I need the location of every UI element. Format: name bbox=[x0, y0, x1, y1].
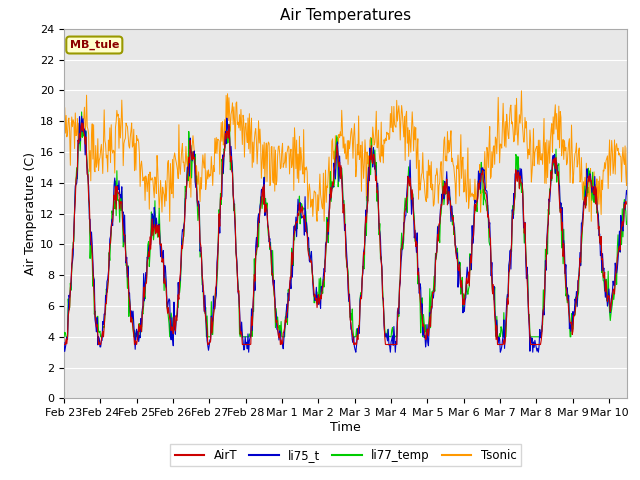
li77_temp bbox=[623, 219, 631, 225]
Tsonic bbox=[488, 149, 496, 155]
li75_t bbox=[95, 336, 103, 341]
AirT bbox=[60, 342, 68, 348]
Text: MB_tule: MB_tule bbox=[70, 40, 119, 50]
Legend: AirT, li75_t, li77_temp, Tsonic: AirT, li75_t, li77_temp, Tsonic bbox=[170, 444, 521, 467]
li77_temp bbox=[403, 204, 410, 210]
li77_temp bbox=[388, 327, 396, 333]
Tsonic bbox=[95, 168, 102, 174]
li75_t bbox=[547, 189, 554, 195]
li75_t bbox=[623, 191, 631, 197]
Tsonic bbox=[623, 145, 631, 151]
li75_t bbox=[245, 349, 253, 355]
Tsonic bbox=[547, 137, 554, 143]
AirT bbox=[388, 342, 396, 348]
AirT bbox=[78, 120, 86, 126]
li75_t bbox=[420, 335, 428, 340]
li77_temp bbox=[546, 186, 554, 192]
Tsonic bbox=[388, 104, 396, 109]
li77_temp bbox=[60, 334, 68, 340]
li75_t bbox=[403, 182, 411, 188]
Tsonic bbox=[518, 88, 525, 94]
Y-axis label: Air Temperature (C): Air Temperature (C) bbox=[24, 152, 37, 275]
Title: Air Temperatures: Air Temperatures bbox=[280, 9, 411, 24]
Line: Tsonic: Tsonic bbox=[64, 91, 627, 221]
Tsonic bbox=[403, 108, 410, 114]
AirT bbox=[623, 201, 631, 206]
AirT bbox=[95, 339, 103, 345]
Line: li75_t: li75_t bbox=[64, 116, 627, 352]
li75_t bbox=[489, 290, 497, 296]
li75_t bbox=[60, 340, 68, 346]
li77_temp bbox=[95, 330, 103, 336]
li77_temp bbox=[78, 109, 86, 115]
Line: li77_temp: li77_temp bbox=[64, 112, 627, 337]
Line: AirT: AirT bbox=[64, 123, 627, 345]
Tsonic bbox=[420, 174, 428, 180]
Tsonic bbox=[166, 218, 173, 224]
X-axis label: Time: Time bbox=[330, 421, 361, 434]
AirT bbox=[403, 195, 410, 201]
li75_t bbox=[78, 113, 86, 119]
li77_temp bbox=[488, 278, 496, 284]
li75_t bbox=[388, 333, 396, 339]
AirT bbox=[546, 191, 554, 196]
AirT bbox=[420, 321, 428, 327]
AirT bbox=[488, 276, 496, 282]
li77_temp bbox=[420, 312, 428, 317]
Tsonic bbox=[60, 140, 68, 146]
